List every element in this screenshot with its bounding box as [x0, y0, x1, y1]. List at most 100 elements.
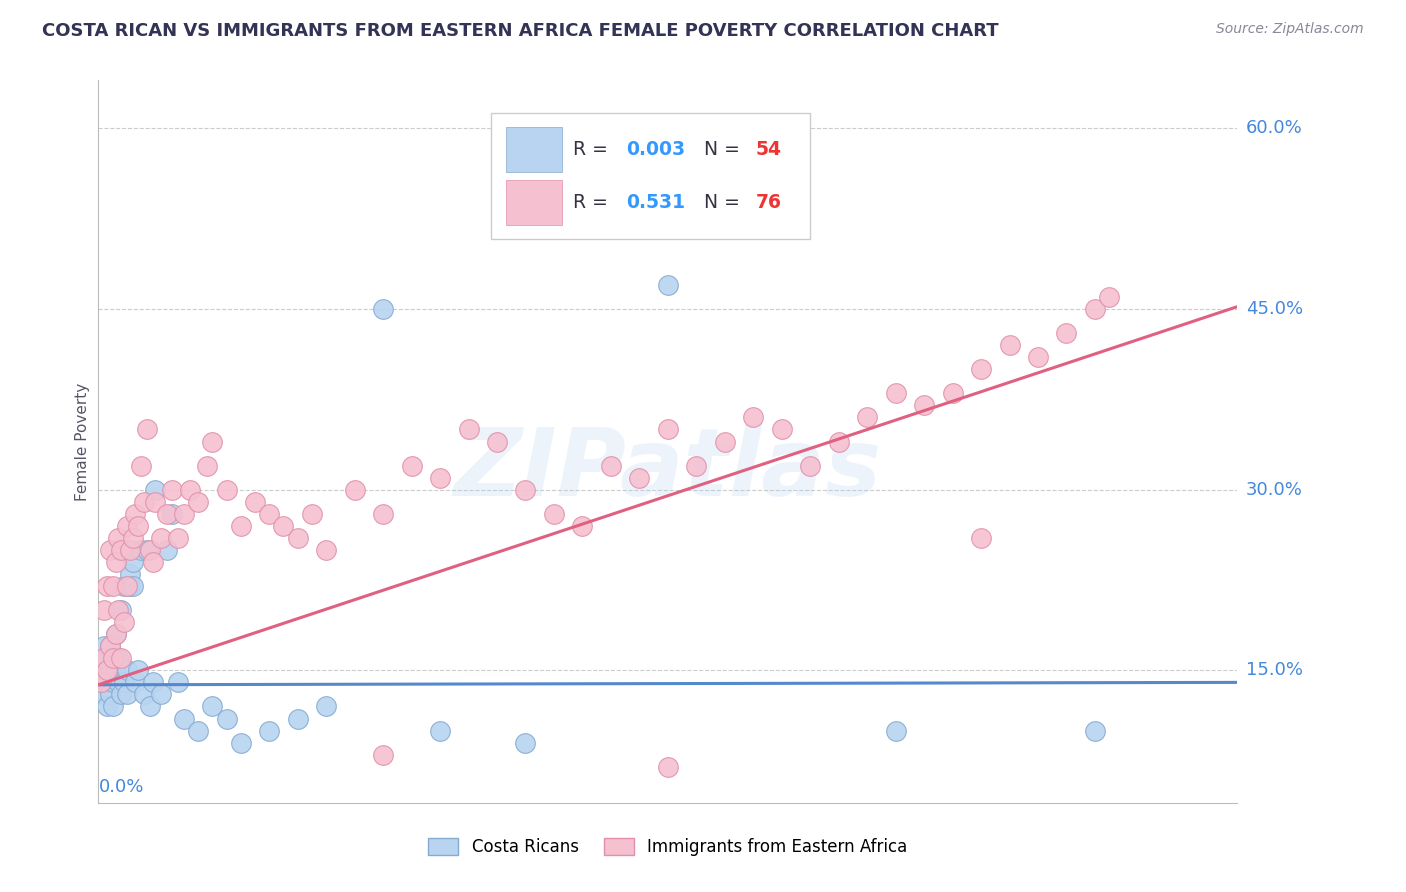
- Text: 54: 54: [755, 140, 782, 159]
- Text: 0.0%: 0.0%: [98, 778, 143, 796]
- Point: [124, 675, 146, 690]
- Point: [145, 494, 167, 508]
- Point: [162, 483, 184, 497]
- Point: [150, 687, 173, 701]
- Point: [132, 687, 155, 701]
- Text: 60.0%: 60.0%: [1246, 120, 1302, 137]
- Point: [132, 494, 155, 508]
- Point: [884, 723, 907, 738]
- Point: [187, 494, 209, 508]
- Point: [515, 735, 537, 749]
- Point: [600, 458, 623, 473]
- Point: [287, 531, 309, 545]
- FancyBboxPatch shape: [506, 180, 562, 225]
- Point: [259, 723, 281, 738]
- Point: [110, 687, 132, 701]
- Point: [112, 615, 135, 630]
- Point: [543, 507, 565, 521]
- Point: [121, 579, 143, 593]
- Text: 76: 76: [755, 193, 782, 212]
- Point: [98, 542, 121, 557]
- Point: [138, 699, 160, 714]
- Point: [118, 579, 141, 593]
- Point: [112, 579, 135, 593]
- Text: 45.0%: 45.0%: [1246, 300, 1303, 318]
- Point: [770, 422, 793, 436]
- Y-axis label: Female Poverty: Female Poverty: [75, 383, 90, 500]
- Point: [187, 723, 209, 738]
- Point: [657, 278, 679, 293]
- Point: [127, 664, 149, 678]
- Point: [156, 507, 179, 521]
- Text: 30.0%: 30.0%: [1246, 481, 1302, 499]
- Point: [135, 542, 157, 557]
- Point: [104, 555, 127, 569]
- Point: [657, 760, 679, 774]
- Point: [1084, 723, 1107, 738]
- Point: [96, 699, 118, 714]
- Point: [93, 687, 115, 701]
- Point: [429, 470, 451, 484]
- Point: [96, 675, 118, 690]
- Point: [162, 507, 184, 521]
- Point: [315, 699, 337, 714]
- Point: [373, 507, 395, 521]
- Point: [93, 664, 115, 678]
- FancyBboxPatch shape: [506, 128, 562, 172]
- Point: [98, 639, 121, 653]
- Point: [129, 458, 152, 473]
- Text: 0.531: 0.531: [626, 193, 685, 212]
- Point: [1026, 350, 1049, 364]
- Point: [98, 664, 121, 678]
- Point: [828, 434, 851, 449]
- Point: [401, 458, 423, 473]
- Point: [141, 675, 163, 690]
- Point: [856, 410, 879, 425]
- Point: [101, 651, 124, 665]
- Point: [273, 518, 295, 533]
- Point: [90, 675, 112, 690]
- Point: [104, 627, 127, 641]
- Point: [173, 507, 195, 521]
- Point: [107, 651, 129, 665]
- Point: [884, 386, 907, 401]
- Point: [112, 675, 135, 690]
- Point: [243, 494, 266, 508]
- Point: [429, 723, 451, 738]
- Text: R =: R =: [574, 193, 614, 212]
- Point: [215, 712, 238, 726]
- Text: N =: N =: [704, 193, 747, 212]
- Point: [343, 483, 366, 497]
- Point: [486, 434, 509, 449]
- Text: N =: N =: [704, 140, 747, 159]
- Point: [118, 567, 141, 582]
- Point: [799, 458, 821, 473]
- Point: [90, 651, 112, 665]
- Point: [138, 542, 160, 557]
- Point: [457, 422, 479, 436]
- Point: [1098, 290, 1121, 304]
- Point: [124, 507, 146, 521]
- Point: [93, 639, 115, 653]
- Point: [373, 301, 395, 317]
- Point: [96, 651, 118, 665]
- Point: [215, 483, 238, 497]
- Point: [101, 651, 124, 665]
- Point: [173, 712, 195, 726]
- Point: [998, 338, 1021, 352]
- Point: [104, 627, 127, 641]
- Point: [145, 483, 167, 497]
- Point: [107, 531, 129, 545]
- Text: 0.003: 0.003: [626, 140, 685, 159]
- Point: [628, 470, 651, 484]
- Text: ZIPatlas: ZIPatlas: [454, 425, 882, 516]
- FancyBboxPatch shape: [491, 112, 810, 239]
- Point: [104, 664, 127, 678]
- Point: [685, 458, 707, 473]
- Point: [121, 555, 143, 569]
- Point: [201, 699, 224, 714]
- Point: [96, 579, 118, 593]
- Point: [515, 483, 537, 497]
- Point: [115, 579, 138, 593]
- Point: [229, 735, 252, 749]
